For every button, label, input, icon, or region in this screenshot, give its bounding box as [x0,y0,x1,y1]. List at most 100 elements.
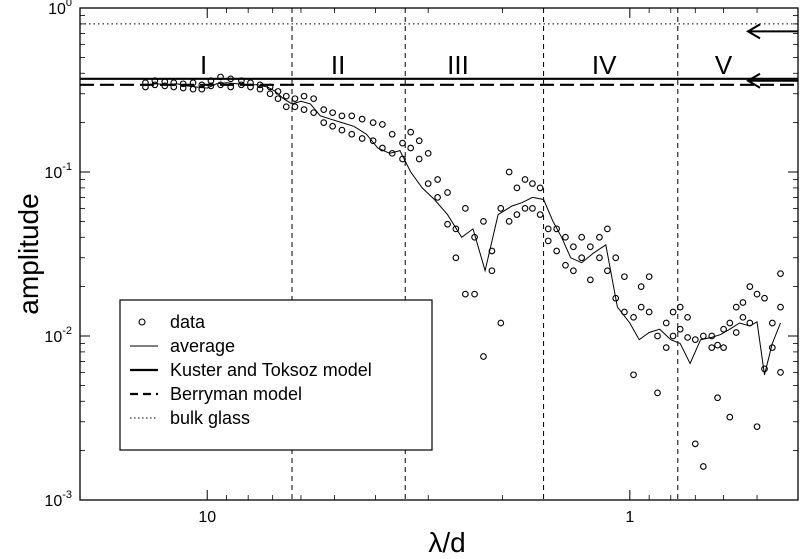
data-point [662,344,670,351]
data-point [266,90,274,98]
data-point [189,79,197,87]
data-point [570,243,577,251]
data-point [621,308,628,316]
data-point [179,84,187,92]
legend-label: Kuster and Toksoz model [170,360,372,380]
data-point [505,218,513,225]
data-point [407,144,415,152]
y-tick-label: 10-2 [44,325,72,346]
legend-item-data: data [138,312,206,332]
arrow-1 [746,23,798,40]
legend: data average Kuster and Toksoz model Berrym… [119,299,433,451]
data-point [536,211,544,218]
data-point [726,413,734,421]
legend-label: average [170,336,235,356]
data-point [320,119,328,126]
data-point [746,283,754,290]
data-point [462,290,469,298]
data-point [320,106,328,113]
data-point [329,109,336,117]
data-point [753,290,761,298]
data-point [452,225,460,233]
data-point [553,225,560,233]
data-point [444,189,451,196]
data-point [399,139,406,147]
data-point [151,81,159,89]
legend-label: bulk glass [170,408,250,428]
y-tick-label: 10-1 [44,161,72,182]
data-point [488,247,496,255]
data-point [471,233,478,241]
data-point [369,119,377,126]
x-tick-label: 1 [625,509,634,526]
data-point [247,79,254,87]
legend-item-bulk-glass: bulk glass [130,408,250,428]
data-point [536,184,544,192]
data-point [198,81,206,89]
data-point [714,394,721,402]
data-point [761,365,768,373]
data-point [684,334,691,341]
data-point [654,332,661,340]
legend-item-berryman-model: Berryman model [130,384,302,404]
data-point [630,313,637,321]
data-point [424,149,432,157]
data-point [480,218,487,225]
data-point [452,254,460,262]
plot-frame [79,7,799,501]
data-point [637,283,645,290]
data-point [497,205,505,212]
data-point [300,106,308,113]
data-point [513,211,521,218]
region-label-3: III [447,50,469,80]
x-axis-title: λ/d [428,527,465,558]
data-point [720,325,727,333]
data-point [189,85,197,93]
data-point [578,233,586,241]
data-point [529,180,536,187]
y-axis-title: amplitude [13,193,44,314]
data-point [669,308,677,316]
data-point [399,155,406,163]
data-point [348,112,356,120]
data-point [170,83,178,91]
data-point [521,176,529,183]
data-point [291,95,299,103]
data-point [497,319,505,327]
data-point [369,137,377,145]
data-point [358,135,366,142]
data-point [562,261,569,269]
axes: 10-3 10-2 10-1 100 10 1 λ/d amplitude [13,0,799,558]
data-point [637,303,645,311]
data-point [761,294,768,302]
legend-label: data [170,312,206,332]
data-point [521,205,529,212]
data-point [753,423,761,431]
region-label-1: I [200,50,207,80]
data-point [471,290,478,298]
data-point [699,332,707,340]
data-point [732,329,740,336]
data-point [586,276,594,284]
data-point [739,299,747,306]
data-point [142,83,149,91]
data-point [604,267,611,275]
data-point [434,176,441,183]
data-point [388,149,396,157]
data-point [207,82,215,90]
data-point [578,254,586,262]
data-point [768,319,776,327]
data-point [699,463,707,470]
data-point [586,243,594,251]
data-point [777,369,784,376]
data-point [217,81,224,89]
data-point [379,121,386,128]
data-point [596,233,603,241]
data-point [714,341,721,349]
data-point [161,82,169,90]
data-point [338,126,346,134]
data-point [282,92,290,100]
data-point [266,83,274,91]
data-point [621,273,628,281]
data-point [217,73,224,81]
